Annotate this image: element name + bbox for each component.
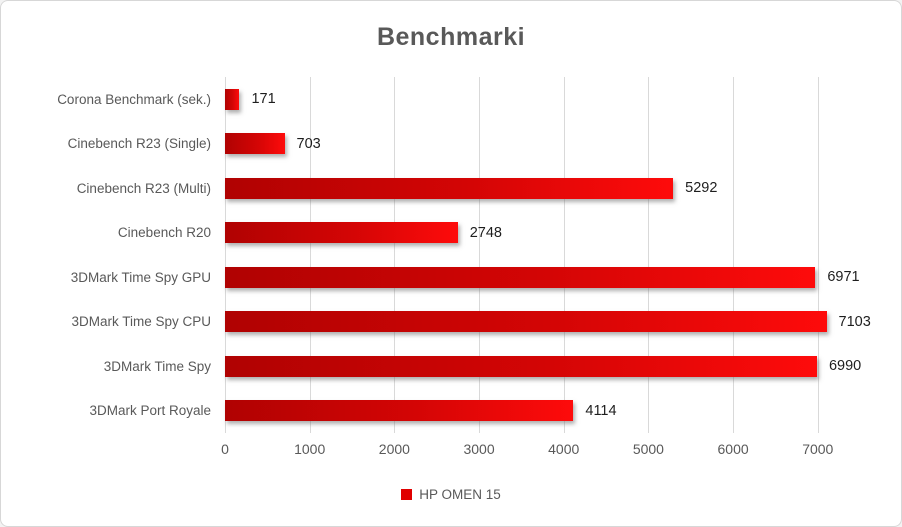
gridline <box>225 77 226 433</box>
bar-value-label: 7103 <box>838 313 871 330</box>
bar-row: 5292 <box>225 166 894 211</box>
legend-marker-square-icon <box>401 489 413 500</box>
category-label: Corona Benchmark (sek.) <box>57 91 211 107</box>
x-tick-label: 3000 <box>463 441 495 457</box>
bar-value-label: 703 <box>296 135 321 152</box>
x-tick-label: 7000 <box>802 441 834 457</box>
bar-row: 6971 <box>225 255 894 300</box>
x-tick-label: 5000 <box>632 441 664 457</box>
bar-row: 2748 <box>225 211 894 256</box>
bar-value-label: 2748 <box>469 224 502 241</box>
bar-row: 7103 <box>225 300 894 345</box>
gridline <box>309 77 311 433</box>
bar-value-label: 5292 <box>685 180 718 197</box>
chart-title: Benchmarki <box>376 23 526 51</box>
bar-value-label: 4114 <box>585 402 617 419</box>
bar-rows: 171 703 5292 2748 6971 7103 6990 4114 <box>225 77 894 433</box>
gridline <box>733 77 735 433</box>
x-tick-label: 4000 <box>548 441 580 457</box>
bar <box>225 266 816 288</box>
bar-row: 171 <box>225 77 894 122</box>
bar-value-label: 6971 <box>827 269 860 286</box>
gridline <box>648 77 650 433</box>
gridline <box>563 77 565 433</box>
bar <box>225 177 674 199</box>
value-axis: 0 1000 2000 3000 4000 5000 6000 7000 <box>221 441 894 463</box>
legend: HP OMEN 15 <box>1 487 901 502</box>
x-tick-label: 0 <box>221 441 229 457</box>
category-label: 3DMark Port Royale <box>89 403 211 419</box>
bar <box>225 400 574 422</box>
category-label: Cinebench R23 (Single) <box>67 136 211 152</box>
bar <box>225 311 827 333</box>
category-label: 3DMark Time Spy CPU <box>71 314 211 330</box>
bar <box>225 88 240 110</box>
bar <box>225 133 285 155</box>
category-label: 3DMark Time Spy <box>103 358 211 374</box>
gridline <box>394 77 396 433</box>
bar-row: 703 <box>225 122 894 167</box>
bar-value-label: 171 <box>251 91 276 108</box>
category-label: 3DMark Time Spy GPU <box>70 269 211 285</box>
legend-series-label: HP OMEN 15 <box>419 487 501 502</box>
x-tick-label: 1000 <box>294 441 326 457</box>
bar <box>225 222 458 244</box>
bar-row: 4114 <box>225 389 894 434</box>
gridline <box>817 77 819 433</box>
bar <box>225 355 817 377</box>
x-tick-label: 6000 <box>717 441 749 457</box>
category-label: Cinebench R20 <box>117 225 211 241</box>
category-label: Cinebench R23 (Multi) <box>76 180 211 196</box>
x-tick-label: 2000 <box>378 441 410 457</box>
gridline <box>479 77 481 433</box>
category-axis: Corona Benchmark (sek.) Cinebench R23 (Si… <box>1 77 213 433</box>
bar-value-label: 6990 <box>828 358 862 375</box>
plot-area: 171 703 5292 2748 6971 7103 6990 4114 <box>225 77 894 433</box>
bar-row: 6990 <box>225 344 894 389</box>
